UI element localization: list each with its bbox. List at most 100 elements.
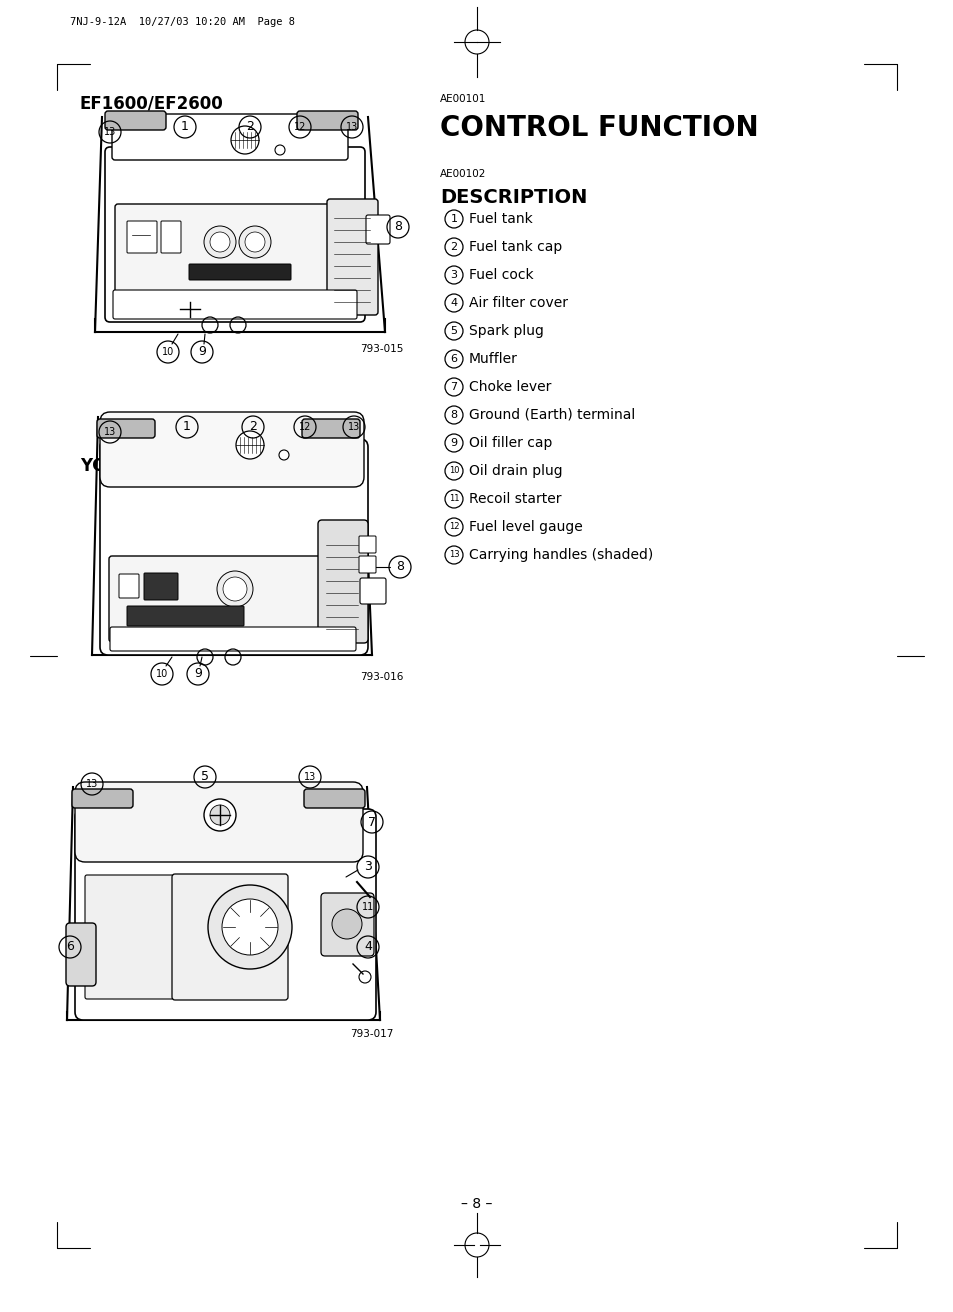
Text: 11: 11 xyxy=(361,903,374,912)
Text: 1: 1 xyxy=(183,421,191,433)
FancyBboxPatch shape xyxy=(359,579,386,604)
Text: 7: 7 xyxy=(368,816,375,828)
Text: Choke lever: Choke lever xyxy=(469,380,551,394)
Text: Recoil starter: Recoil starter xyxy=(469,492,561,506)
Text: 4: 4 xyxy=(450,298,457,308)
Text: 2: 2 xyxy=(249,421,256,433)
Circle shape xyxy=(239,226,271,258)
Text: 2: 2 xyxy=(450,241,457,252)
Text: Oil drain plug: Oil drain plug xyxy=(469,464,562,478)
FancyBboxPatch shape xyxy=(327,199,377,315)
Text: 12: 12 xyxy=(294,122,306,133)
Text: 9: 9 xyxy=(198,345,206,358)
Text: 12: 12 xyxy=(448,522,458,531)
Text: Air filter cover: Air filter cover xyxy=(469,297,567,310)
Text: 8: 8 xyxy=(394,220,401,234)
Text: 13: 13 xyxy=(304,771,315,782)
Text: Fuel tank cap: Fuel tank cap xyxy=(469,240,561,255)
Text: Carrying handles (shaded): Carrying handles (shaded) xyxy=(469,548,653,562)
Circle shape xyxy=(231,126,258,154)
FancyBboxPatch shape xyxy=(110,627,355,651)
Text: 793-016: 793-016 xyxy=(359,672,403,682)
FancyBboxPatch shape xyxy=(105,112,166,130)
Text: 1: 1 xyxy=(450,214,457,224)
Circle shape xyxy=(274,146,285,155)
Circle shape xyxy=(235,432,264,459)
Text: 793-015: 793-015 xyxy=(359,344,403,354)
Text: 3: 3 xyxy=(450,270,457,279)
Text: 7NJ-9-12A  10/27/03 10:20 AM  Page 8: 7NJ-9-12A 10/27/03 10:20 AM Page 8 xyxy=(70,17,294,28)
FancyBboxPatch shape xyxy=(358,556,375,573)
FancyBboxPatch shape xyxy=(115,203,331,304)
FancyBboxPatch shape xyxy=(100,440,368,655)
FancyBboxPatch shape xyxy=(302,419,359,438)
Circle shape xyxy=(204,226,235,258)
Text: 10: 10 xyxy=(448,467,458,475)
Text: EF1600/EF2600: EF1600/EF2600 xyxy=(80,94,224,112)
FancyBboxPatch shape xyxy=(144,573,178,600)
Text: – 8 –: – 8 – xyxy=(461,1197,492,1211)
FancyBboxPatch shape xyxy=(366,215,390,244)
Text: 2: 2 xyxy=(246,121,253,134)
FancyBboxPatch shape xyxy=(85,875,173,998)
Circle shape xyxy=(222,899,277,955)
FancyBboxPatch shape xyxy=(358,537,375,552)
Text: 13: 13 xyxy=(86,779,98,789)
Text: Spark plug: Spark plug xyxy=(469,324,543,338)
Text: Ground (Earth) terminal: Ground (Earth) terminal xyxy=(469,408,635,422)
Text: 3: 3 xyxy=(364,861,372,874)
FancyBboxPatch shape xyxy=(127,220,157,253)
Text: 10: 10 xyxy=(162,346,174,357)
Text: 8: 8 xyxy=(395,560,403,573)
Text: 6: 6 xyxy=(66,941,74,954)
Circle shape xyxy=(210,806,230,825)
Circle shape xyxy=(332,909,361,939)
Text: 13: 13 xyxy=(348,422,359,432)
Text: Oil filler cap: Oil filler cap xyxy=(469,436,552,450)
FancyBboxPatch shape xyxy=(296,112,357,130)
Text: YG2600: YG2600 xyxy=(80,457,152,475)
FancyBboxPatch shape xyxy=(75,782,363,862)
FancyBboxPatch shape xyxy=(127,606,244,626)
FancyBboxPatch shape xyxy=(112,290,356,319)
Circle shape xyxy=(208,886,292,970)
Circle shape xyxy=(216,571,253,607)
FancyBboxPatch shape xyxy=(109,556,323,642)
Text: Muffler: Muffler xyxy=(469,352,517,366)
FancyBboxPatch shape xyxy=(320,893,374,956)
FancyBboxPatch shape xyxy=(112,114,348,160)
FancyBboxPatch shape xyxy=(317,520,368,643)
Text: 5: 5 xyxy=(450,325,457,336)
Text: AE00101: AE00101 xyxy=(439,94,486,104)
Text: 11: 11 xyxy=(448,495,458,504)
FancyBboxPatch shape xyxy=(97,419,154,438)
Text: 5: 5 xyxy=(201,770,209,783)
FancyBboxPatch shape xyxy=(75,810,375,1019)
Text: Fuel level gauge: Fuel level gauge xyxy=(469,520,582,534)
FancyBboxPatch shape xyxy=(189,264,291,279)
Text: 4: 4 xyxy=(364,941,372,954)
Text: 10: 10 xyxy=(155,669,168,680)
Circle shape xyxy=(278,450,289,461)
Text: 13: 13 xyxy=(104,127,116,136)
Text: DESCRIPTION: DESCRIPTION xyxy=(439,188,587,207)
FancyBboxPatch shape xyxy=(161,220,181,253)
FancyBboxPatch shape xyxy=(100,412,364,487)
Text: 13: 13 xyxy=(346,122,357,133)
Circle shape xyxy=(204,799,235,830)
Text: 7: 7 xyxy=(450,382,457,392)
FancyBboxPatch shape xyxy=(71,789,132,808)
FancyBboxPatch shape xyxy=(105,147,365,321)
Text: 13: 13 xyxy=(104,426,116,437)
Text: 13: 13 xyxy=(448,551,458,559)
Text: 9: 9 xyxy=(193,668,202,681)
Text: 1: 1 xyxy=(181,121,189,134)
FancyBboxPatch shape xyxy=(172,874,288,1000)
Circle shape xyxy=(223,577,247,601)
Text: 6: 6 xyxy=(450,354,457,363)
FancyBboxPatch shape xyxy=(66,924,96,987)
Text: AE00102: AE00102 xyxy=(439,169,486,178)
FancyBboxPatch shape xyxy=(119,573,139,598)
FancyBboxPatch shape xyxy=(304,789,365,808)
Text: 8: 8 xyxy=(450,409,457,420)
